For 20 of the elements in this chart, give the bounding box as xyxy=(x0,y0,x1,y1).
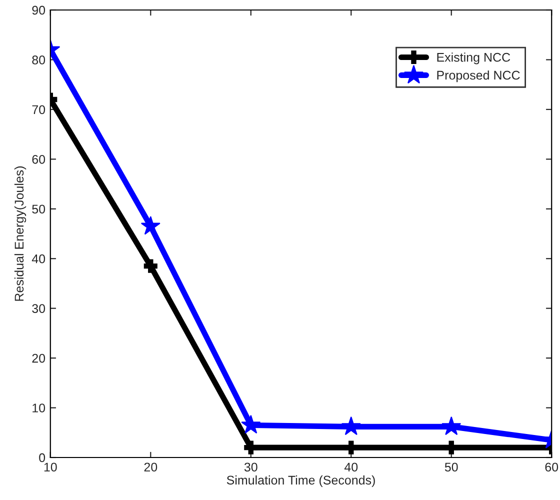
y-tick-label: 90 xyxy=(32,6,46,15)
y-tick-label: 70 xyxy=(32,105,46,114)
x-tick-label: 50 xyxy=(444,462,458,472)
y-tick-label: 60 xyxy=(32,154,46,164)
x-axis-title: Simulation Time (Seconds) xyxy=(226,475,375,488)
legend-label: Proposed NCC xyxy=(437,70,520,82)
y-axis-title: Residual Energy(Joules) xyxy=(14,166,26,301)
x-tick-label: 40 xyxy=(344,462,358,472)
x-tick-label: 20 xyxy=(144,462,158,472)
y-tick-label: 40 xyxy=(32,254,46,264)
y-tick-label: 0 xyxy=(39,453,46,462)
x-tick-label: 60 xyxy=(545,462,558,472)
x-tick-label: 30 xyxy=(244,462,258,472)
y-tick-label: 20 xyxy=(32,354,46,363)
legend-label: Existing NCC xyxy=(437,52,510,64)
y-tick-label: 50 xyxy=(32,204,46,214)
y-tick-label: 80 xyxy=(32,56,46,64)
y-tick-label: 30 xyxy=(32,304,46,313)
y-tick-label: 10 xyxy=(32,404,46,412)
x-tick-label: 10 xyxy=(44,462,57,472)
